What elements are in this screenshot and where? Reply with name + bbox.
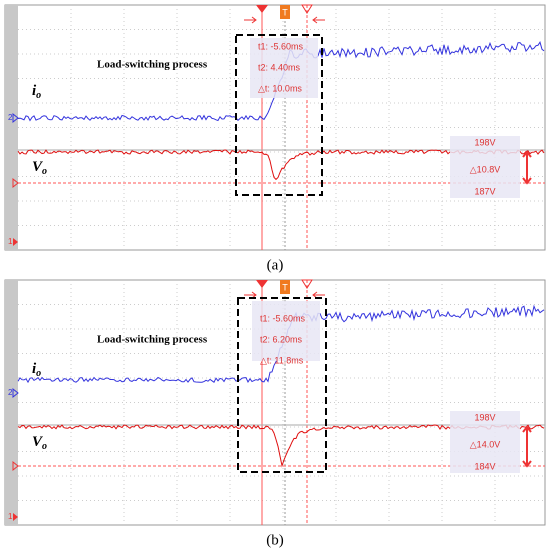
trigger-marker: T [282,7,288,17]
readout-bg [252,301,320,361]
cursor-readout: t2: 6.20ms [260,334,303,344]
delta-arrow [522,150,532,185]
channel-arrow [12,460,19,472]
label-symbol: i [32,361,37,377]
side-strip [5,5,18,250]
voltage-readout: 187V [474,186,495,196]
voltage-readout: 198V [474,137,495,147]
cursor-arrow [244,291,325,299]
cursor-readout: t2: 4.40ms [258,62,301,72]
voltage-readout: 198V [474,412,495,422]
channel-arrow [12,387,19,399]
annotation: Load-switching process [97,59,208,71]
label-subscript: o [36,368,41,379]
trace-label: io [32,83,41,101]
readout-bg [450,136,520,198]
label-symbol: V [32,434,44,450]
label-subscript: o [42,441,47,452]
caption: (a) [267,257,284,273]
readout-bg [250,38,318,98]
cursor-arrow [301,279,313,289]
channel-marker: 1 [8,237,13,246]
cursor-readout: t1: -5.60ms [258,41,304,51]
channel-marker: 2 [8,113,13,122]
annotation: Load-switching process [97,334,208,346]
delta-arrow [522,425,532,468]
process-box [237,297,327,473]
label-subscript: o [42,166,47,177]
cursor-readout: △t: 10.0ms [258,83,302,93]
trigger-box [280,280,290,294]
side-strip [5,280,18,525]
cursor-arrow [301,4,313,14]
trace-label: Vo [32,434,47,452]
trigger-arrow [256,280,268,288]
process-box [235,34,323,196]
channel-marker: 2 [8,388,13,397]
readout-bg [450,411,520,473]
trigger-arrow [256,5,268,13]
channel-arrow [13,513,18,521]
voltage-readout: 184V [474,461,495,471]
label-symbol: i [32,83,37,99]
voltage-readout: △14.0V [470,439,500,449]
label-symbol: V [32,159,44,175]
channel-marker: 1 [8,512,13,521]
caption: (b) [266,532,284,548]
scope-panel: T 2 1 t1: -5.60ms t2: 6.20ms △t: 11.8ms Load-s… [4,279,546,548]
channel-arrow [12,177,19,189]
trace-label: Vo [32,159,47,177]
trigger-box [280,5,290,19]
cursor-readout: t1: -5.60ms [260,313,306,323]
channel-arrow [13,238,18,246]
trigger-marker: T [282,282,288,292]
cursor-arrow [244,16,325,24]
scope-panel: T 2 1 t1: -5.60ms t2: 4.40ms △t: 10.0ms Load-s… [4,4,546,273]
label-subscript: o [36,90,41,101]
cursor-readout: △t: 11.8ms [260,355,304,365]
channel-arrow [12,112,19,124]
trace-label: io [32,361,41,379]
voltage-readout: △10.8V [470,164,500,174]
